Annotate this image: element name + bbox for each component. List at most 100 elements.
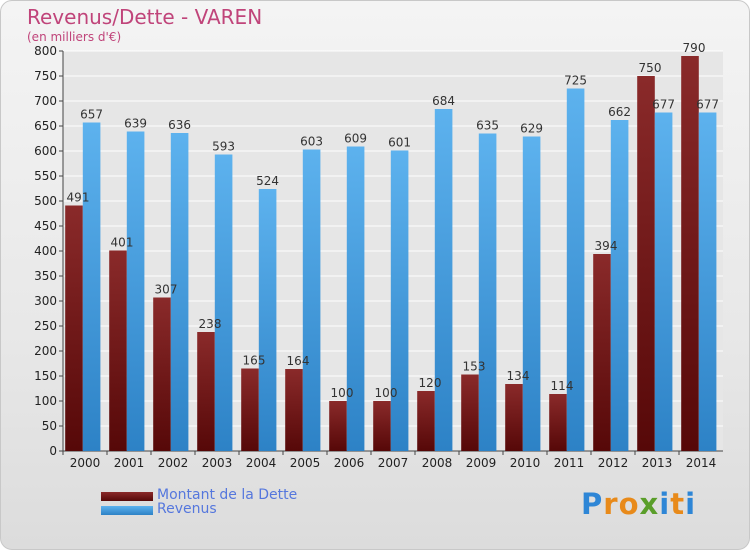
logo-letter: t — [670, 487, 686, 521]
bar-revenue — [434, 109, 453, 451]
x-tick-label: 2003 — [202, 456, 233, 470]
bar-revenue — [346, 146, 365, 451]
bar-debt — [285, 369, 303, 451]
data-label-debt: 120 — [419, 376, 442, 390]
x-tick-label: 2007 — [378, 456, 409, 470]
data-label-revenue: 635 — [476, 119, 499, 133]
bar-revenue — [170, 133, 189, 451]
data-label-debt: 394 — [595, 239, 618, 253]
data-label-revenue: 657 — [80, 108, 103, 122]
bar-debt — [593, 254, 611, 451]
bar-debt — [109, 250, 127, 451]
bar-revenue — [566, 88, 585, 451]
x-tick-label: 2001 — [114, 456, 145, 470]
legend-swatch-revenue — [101, 506, 153, 515]
data-label-debt: 164 — [287, 354, 310, 368]
bar-revenue — [302, 149, 321, 451]
bar-debt — [461, 374, 479, 451]
bars — [65, 56, 717, 451]
bar-revenue — [390, 150, 409, 451]
bar-revenue — [698, 112, 717, 451]
bar-debt — [197, 332, 215, 451]
data-label-revenue: 725 — [564, 74, 587, 88]
bar-revenue — [126, 131, 145, 451]
data-label-revenue: 629 — [520, 122, 543, 136]
logo-letter: x — [639, 487, 660, 521]
logo-letter: o — [618, 487, 640, 521]
bar-revenue — [610, 120, 629, 451]
y-axis: 0 50 100 150 200 250 300 350 400 450 500 550 600 650 7… — [34, 44, 64, 458]
y-tick-label: 350 — [34, 269, 57, 283]
data-label-revenue: 662 — [608, 105, 631, 119]
data-label-debt: 491 — [67, 191, 90, 205]
bar-debt — [329, 401, 347, 451]
data-label-revenue: 609 — [344, 132, 367, 146]
data-label-revenue: 684 — [432, 94, 455, 108]
y-tick-label: 250 — [34, 319, 57, 333]
data-label-debt: 153 — [463, 360, 486, 374]
data-label-revenue: 603 — [300, 135, 323, 149]
data-label-debt: 100 — [375, 386, 398, 400]
y-tick-label: 0 — [49, 444, 57, 458]
bar-debt — [637, 76, 655, 451]
y-tick-label: 300 — [34, 294, 57, 308]
bar-debt — [505, 384, 523, 451]
legend-swatch-debt — [101, 492, 153, 501]
proxiti-logo: Proxiti — [581, 487, 696, 521]
x-axis: 2000 2001 2002 2003 2004 2005 2006 2007 2008 2009… — [62, 450, 723, 470]
data-label-debt: 165 — [243, 354, 266, 368]
bar-debt — [549, 394, 567, 451]
y-tick-label: 500 — [34, 194, 57, 208]
bar-revenue — [258, 189, 277, 451]
y-tick-label: 200 — [34, 344, 57, 358]
x-tick-label: 2004 — [246, 456, 277, 470]
data-label-debt: 134 — [507, 369, 530, 383]
y-tick-label: 100 — [34, 394, 57, 408]
y-tick-label: 650 — [34, 119, 57, 133]
x-tick-label: 2014 — [686, 456, 717, 470]
logo-letter: i — [685, 487, 697, 521]
data-label-revenue: 639 — [124, 117, 147, 131]
x-tick-label: 2000 — [70, 456, 101, 470]
y-tick-label: 150 — [34, 369, 57, 383]
bar-revenue — [522, 136, 541, 451]
data-label-debt: 100 — [331, 386, 354, 400]
data-label-revenue: 601 — [388, 136, 411, 150]
x-tick-label: 2008 — [422, 456, 453, 470]
y-tick-label: 400 — [34, 244, 57, 258]
logo-letter: r — [603, 487, 619, 521]
bar-debt — [241, 368, 259, 451]
data-label-revenue: 636 — [168, 118, 191, 132]
data-label-revenue: 593 — [212, 140, 235, 154]
bar-revenue — [478, 133, 497, 451]
data-label-debt: 238 — [199, 317, 222, 331]
y-tick-label: 700 — [34, 94, 57, 108]
x-tick-label: 2010 — [510, 456, 541, 470]
y-tick-label: 550 — [34, 169, 57, 183]
x-tick-label: 2002 — [158, 456, 189, 470]
chart-title: Revenus/Dette - VAREN — [27, 5, 263, 29]
bar-debt — [681, 56, 699, 451]
y-tick-label: 50 — [42, 419, 57, 433]
logo-letter: i — [659, 487, 671, 521]
y-tick-label: 600 — [34, 144, 57, 158]
bar-revenue — [214, 154, 233, 451]
y-tick-label: 450 — [34, 219, 57, 233]
legend-label-revenue: Revenus — [157, 501, 217, 517]
chart-subtitle: (en milliers d'€) — [27, 30, 122, 44]
data-label-revenue: 677 — [652, 98, 675, 112]
data-label-debt: 750 — [639, 61, 662, 75]
data-label-revenue: 677 — [696, 98, 719, 112]
bar-revenue — [82, 122, 101, 451]
x-tick-label: 2011 — [554, 456, 585, 470]
x-tick-label: 2013 — [642, 456, 673, 470]
data-label-debt: 307 — [155, 283, 178, 297]
x-tick-label: 2005 — [290, 456, 321, 470]
logo-letter: P — [581, 487, 604, 521]
bar-debt — [417, 391, 435, 451]
data-label-debt: 401 — [111, 236, 134, 250]
bar-debt — [65, 205, 83, 451]
y-tick-label: 750 — [34, 69, 57, 83]
data-labels: 491 401 307 238 165 164 100 100 120 153 134 114 394 7… — [67, 41, 720, 400]
